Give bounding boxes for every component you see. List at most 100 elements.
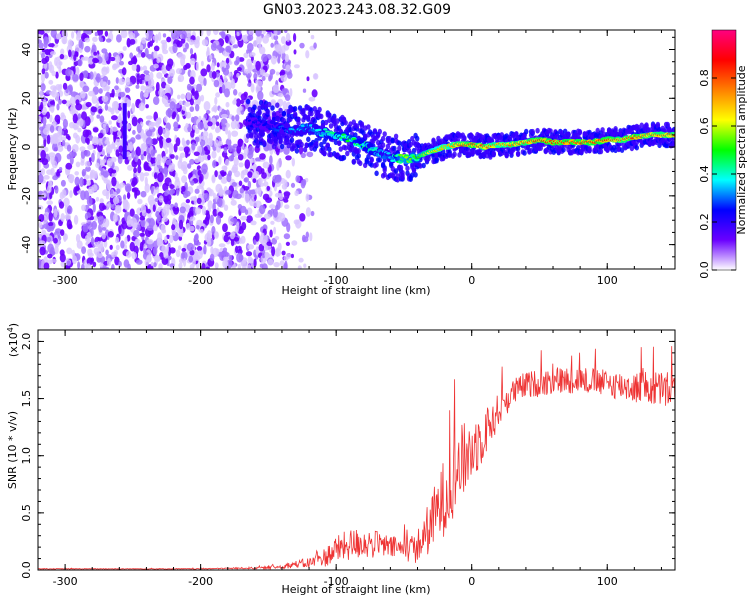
noise-cell xyxy=(136,53,142,58)
ridge-envelope-cell xyxy=(359,123,365,129)
noise-cell xyxy=(90,106,97,113)
noise-cell xyxy=(39,89,43,99)
noise-cell xyxy=(169,247,176,254)
noise-cell xyxy=(196,219,203,226)
noise-cell xyxy=(234,193,242,200)
noise-cell xyxy=(65,169,70,176)
noise-cell xyxy=(213,192,216,200)
vertical-streak xyxy=(122,103,127,160)
noise-cell xyxy=(111,169,117,174)
noise-cell xyxy=(278,193,284,201)
noise-cell xyxy=(193,151,200,157)
noise-cell xyxy=(164,235,168,244)
noise-cell xyxy=(153,246,158,256)
noise-cell xyxy=(57,125,63,136)
noise-cell xyxy=(113,133,117,143)
noise-cell xyxy=(174,104,181,109)
noise-cell xyxy=(101,95,109,103)
noise-cell xyxy=(82,70,89,79)
noise-cell xyxy=(230,199,237,206)
noise-cell xyxy=(91,136,99,146)
noise-cell xyxy=(178,146,184,151)
figure-title: GN03.2023.243.08.32.G09 xyxy=(263,2,451,18)
noise-cell xyxy=(263,213,271,220)
ridge-envelope-cell xyxy=(455,137,461,143)
noise-cell xyxy=(285,241,290,246)
x-tick-label: -100 xyxy=(324,274,349,287)
ridge-core-cell xyxy=(351,137,356,141)
ridge-envelope-cell xyxy=(576,145,581,151)
noise-cell xyxy=(40,72,46,83)
ridge-envelope-cell xyxy=(530,128,535,135)
noise-cell xyxy=(178,262,183,269)
noise-cell xyxy=(253,201,258,207)
noise-cell xyxy=(80,160,85,166)
noise-cell xyxy=(240,170,245,179)
noise-cell xyxy=(155,186,160,194)
noise-cell xyxy=(232,99,237,105)
noise-cell xyxy=(75,161,81,168)
noise-cell xyxy=(121,67,127,76)
noise-cell xyxy=(158,87,165,97)
noise-cell xyxy=(81,168,87,177)
noise-cell xyxy=(194,207,202,215)
noise-cell xyxy=(131,63,137,71)
noise-cell xyxy=(261,53,268,62)
snr-frame xyxy=(37,329,676,571)
noise-cell xyxy=(263,181,269,187)
noise-cell xyxy=(273,30,278,37)
y-tick-label: -20 xyxy=(20,187,33,205)
noise-cell xyxy=(227,130,231,141)
noise-cell xyxy=(235,98,241,107)
noise-cell xyxy=(268,75,272,82)
snr-y-multiplier-close: ) xyxy=(7,323,20,327)
noise-cell xyxy=(195,83,203,93)
noise-cell xyxy=(171,224,176,231)
noise-cell xyxy=(38,258,42,268)
noise-cell xyxy=(92,127,99,133)
noise-cell xyxy=(46,134,51,145)
ridge-envelope-cell xyxy=(341,154,347,161)
noise-cell xyxy=(82,223,89,233)
noise-cell xyxy=(192,39,199,45)
noise-cell xyxy=(41,52,45,60)
ridge-envelope-cell xyxy=(629,145,635,152)
noise-cell xyxy=(206,110,211,114)
ridge-envelope-cell xyxy=(395,173,400,179)
noise-cell xyxy=(256,80,263,88)
colorbar-ticks: 0.0 0.2 0.4 0.6 0.8 xyxy=(698,29,737,279)
x-tick-label: -200 xyxy=(188,274,213,287)
ridge-envelope-cell xyxy=(372,128,378,134)
noise-cell xyxy=(185,123,189,128)
noise-cell xyxy=(180,56,186,67)
noise-cell xyxy=(163,166,169,175)
noise-cell xyxy=(246,49,250,54)
noise-cell xyxy=(285,155,292,161)
noise-cell xyxy=(185,62,191,69)
noise-cell xyxy=(105,38,112,43)
noise-cell xyxy=(178,219,184,230)
x-tick-label: 0 xyxy=(468,575,475,588)
noise-cell xyxy=(139,172,145,182)
noise-cell xyxy=(43,36,49,45)
noise-cell xyxy=(69,106,74,115)
noise-cell xyxy=(59,53,65,60)
noise-cell xyxy=(48,212,53,222)
noise-cell xyxy=(234,170,241,178)
noise-cell xyxy=(135,134,142,140)
noise-cell xyxy=(92,203,96,213)
noise-cell xyxy=(71,255,78,265)
ridge-envelope-cell xyxy=(393,168,399,174)
noise-cell xyxy=(165,159,172,166)
noise-cell xyxy=(78,39,83,49)
ridge-envelope-cell xyxy=(374,161,379,168)
noise-cell xyxy=(136,73,140,83)
noise-cell xyxy=(275,174,282,183)
noise-cell xyxy=(71,249,76,257)
ridge-envelope-cell xyxy=(535,127,540,134)
noise-cell xyxy=(80,90,86,99)
noise-cell xyxy=(125,77,131,86)
noise-cell xyxy=(161,95,169,105)
noise-cell xyxy=(38,42,44,49)
noise-cell xyxy=(49,125,55,133)
